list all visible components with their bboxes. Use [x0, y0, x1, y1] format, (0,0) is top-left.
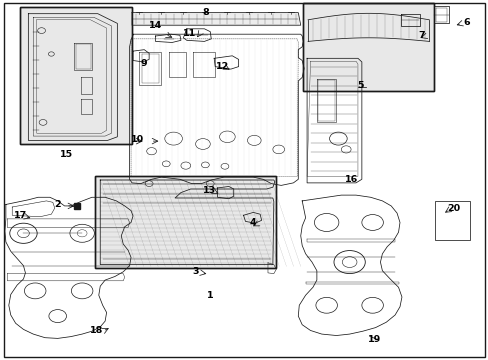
Text: 13: 13 — [203, 186, 215, 194]
Text: 12: 12 — [215, 62, 229, 71]
Bar — [95, 176, 276, 268]
Bar — [95, 176, 276, 268]
Text: 19: 19 — [366, 335, 380, 343]
Text: 16: 16 — [344, 175, 357, 184]
Text: 15: 15 — [60, 150, 72, 158]
Text: 17: 17 — [14, 211, 27, 220]
Text: 3: 3 — [192, 267, 199, 276]
Bar — [20, 7, 132, 144]
Text: 14: 14 — [148, 22, 162, 31]
Polygon shape — [132, 13, 298, 25]
Text: 9: 9 — [141, 58, 147, 68]
Bar — [303, 3, 433, 91]
Bar — [20, 7, 132, 144]
Text: 18: 18 — [90, 326, 103, 335]
Bar — [434, 201, 469, 240]
Text: 8: 8 — [202, 8, 208, 17]
Text: 4: 4 — [249, 218, 256, 227]
Text: 1: 1 — [206, 291, 213, 300]
Text: 2: 2 — [54, 200, 61, 209]
Text: 6: 6 — [462, 18, 469, 27]
Text: 11: 11 — [183, 29, 196, 37]
Bar — [303, 3, 433, 91]
Text: 7: 7 — [417, 31, 424, 40]
Text: 20: 20 — [447, 203, 459, 212]
Text: 10: 10 — [131, 135, 144, 144]
Text: 5: 5 — [357, 81, 364, 90]
